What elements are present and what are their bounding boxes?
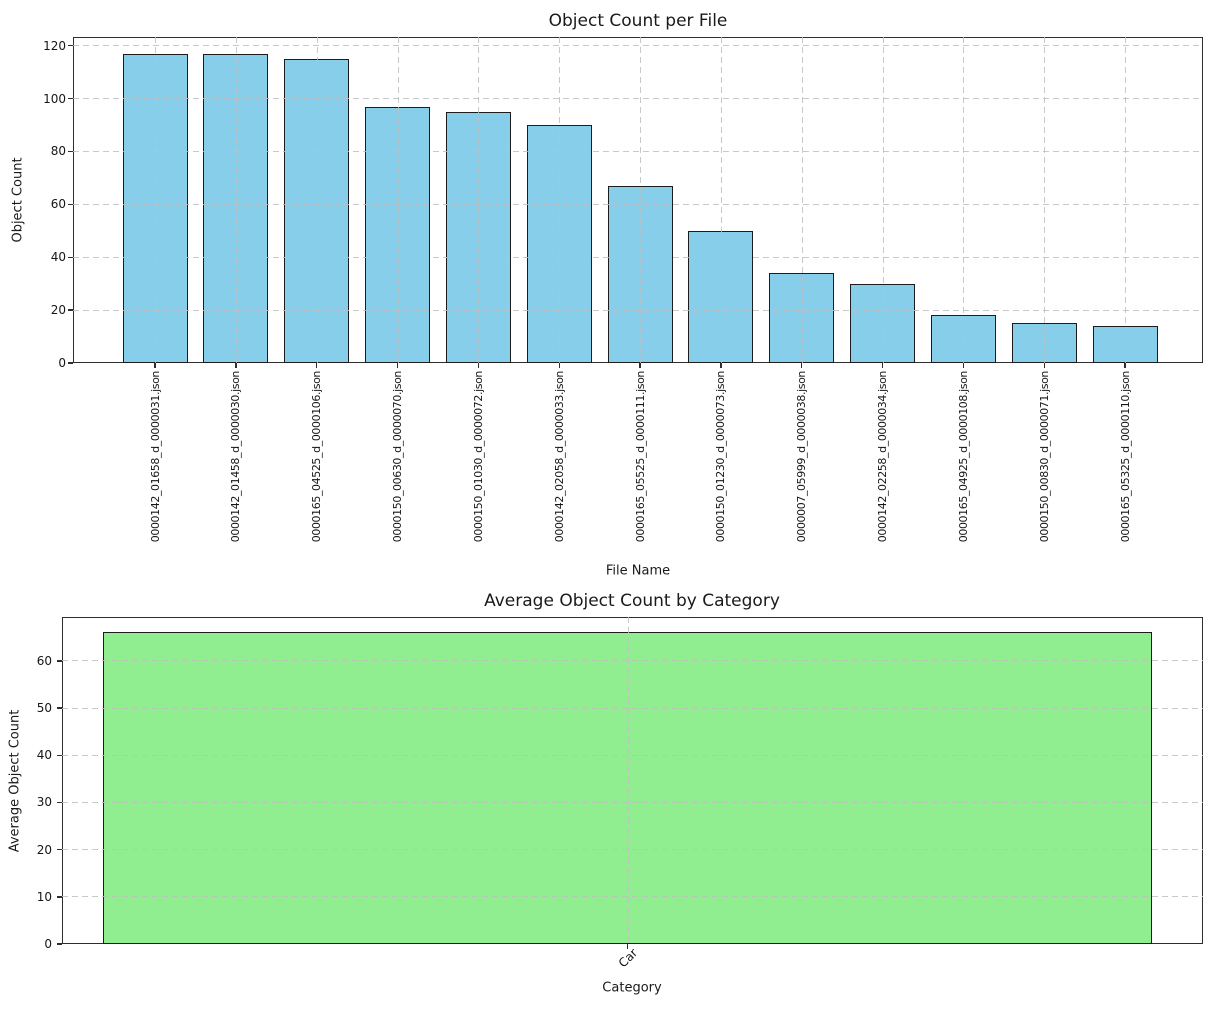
y-tick-label: 50 bbox=[36, 701, 52, 716]
x-tick-label: 0000142_02258_d_0000034.json bbox=[876, 371, 890, 543]
vertical-gridline bbox=[397, 37, 399, 363]
x-tick-label: 0000142_01458_d_0000030.json bbox=[229, 371, 243, 543]
top-chart-xlabel: File Name bbox=[605, 563, 671, 579]
y-tick-label: 60 bbox=[36, 653, 52, 668]
vertical-gridline bbox=[155, 37, 157, 363]
vertical-gridline bbox=[478, 37, 480, 363]
y-tick-label: 0 bbox=[44, 937, 52, 951]
y-tick-label: 20 bbox=[36, 842, 52, 857]
x-tick-mark bbox=[801, 363, 803, 368]
vertical-gridline bbox=[720, 37, 722, 363]
x-tick-mark bbox=[639, 363, 641, 368]
y-tick-label: 10 bbox=[36, 889, 52, 904]
x-tick-mark bbox=[720, 363, 722, 368]
x-tick-mark bbox=[154, 363, 156, 368]
y-tick-mark bbox=[68, 256, 73, 258]
y-tick-mark bbox=[57, 707, 62, 709]
vertical-gridline bbox=[882, 37, 884, 363]
horizontal-gridline bbox=[62, 801, 1203, 803]
x-tick-label: 0000165_05325_d_0000110.json bbox=[1118, 371, 1132, 543]
x-tick-mark bbox=[477, 363, 480, 368]
x-tick-label: 0000142_02058_d_0000033.json bbox=[552, 371, 566, 543]
y-tick-mark bbox=[57, 754, 62, 756]
horizontal-gridline bbox=[62, 660, 1203, 662]
top-chart-title: Object Count per File bbox=[548, 11, 728, 31]
x-tick-label: 0000142_01658_d_0000031.json bbox=[148, 371, 162, 543]
y-tick-label: 80 bbox=[50, 144, 66, 159]
x-tick-label: 0000165_04525_d_0000106.json bbox=[310, 371, 324, 543]
x-tick-mark bbox=[1124, 363, 1126, 368]
x-tick-mark bbox=[235, 363, 237, 368]
horizontal-gridline bbox=[73, 309, 1203, 311]
horizontal-gridline bbox=[73, 203, 1203, 205]
x-tick-label: 0000165_04925_d_0000108.json bbox=[956, 371, 970, 543]
y-tick-label: 0 bbox=[58, 356, 66, 370]
bottom-chart-xlabel: Category bbox=[602, 980, 662, 996]
horizontal-gridline bbox=[62, 707, 1203, 709]
y-tick-label: 120 bbox=[43, 38, 66, 53]
horizontal-gridline bbox=[73, 150, 1203, 152]
x-tick-mark bbox=[626, 944, 629, 949]
x-tick-label: 0000007_05999_d_0000038.json bbox=[795, 371, 809, 543]
x-tick-mark bbox=[962, 363, 965, 368]
x-tick-label: 0000165_05525_d_0000111.json bbox=[633, 371, 647, 543]
y-tick-mark bbox=[68, 309, 73, 311]
x-tick-label: Car bbox=[615, 945, 640, 971]
x-tick-label: 0000150_01030_d_0000072.json bbox=[471, 371, 485, 543]
y-tick-mark bbox=[57, 943, 62, 945]
x-tick-mark bbox=[881, 363, 884, 368]
vertical-gridline bbox=[640, 37, 642, 363]
y-tick-mark bbox=[57, 848, 62, 851]
y-tick-label: 40 bbox=[36, 748, 52, 763]
vertical-gridline bbox=[627, 617, 629, 944]
x-tick-label: 0000150_01230_d_0000073.json bbox=[714, 371, 728, 543]
x-tick-label: 0000150_00830_d_0000071.json bbox=[1037, 371, 1051, 543]
bottom-chart-title: Average Object Count by Category bbox=[484, 591, 780, 611]
x-tick-mark bbox=[558, 363, 560, 368]
y-tick-label: 100 bbox=[43, 91, 66, 106]
horizontal-gridline bbox=[73, 256, 1203, 258]
x-tick-mark bbox=[396, 363, 399, 368]
vertical-gridline bbox=[316, 37, 318, 363]
horizontal-gridline bbox=[73, 98, 1203, 100]
y-tick-mark bbox=[68, 45, 73, 47]
horizontal-gridline bbox=[73, 45, 1203, 47]
y-tick-label: 60 bbox=[50, 197, 66, 212]
x-tick-mark bbox=[1043, 363, 1045, 368]
bottom-chart-ylabel: Average Object Count bbox=[7, 709, 23, 853]
horizontal-gridline bbox=[62, 754, 1203, 756]
y-tick-label: 20 bbox=[50, 303, 66, 318]
vertical-gridline bbox=[559, 37, 561, 363]
vertical-gridline bbox=[963, 37, 965, 363]
y-tick-mark bbox=[57, 801, 62, 804]
y-tick-mark bbox=[57, 660, 62, 662]
horizontal-gridline bbox=[62, 896, 1203, 898]
x-tick-label: 0000150_00630_d_0000070.json bbox=[391, 371, 405, 543]
vertical-gridline bbox=[801, 37, 803, 363]
y-tick-mark bbox=[68, 97, 73, 100]
vertical-gridline bbox=[1044, 37, 1046, 363]
y-tick-mark bbox=[68, 362, 73, 364]
vertical-gridline bbox=[235, 37, 237, 363]
y-tick-label: 40 bbox=[50, 250, 66, 265]
y-tick-mark bbox=[57, 896, 62, 898]
horizontal-gridline bbox=[62, 849, 1203, 851]
y-tick-mark bbox=[68, 150, 73, 153]
y-tick-mark bbox=[68, 203, 73, 206]
x-tick-mark bbox=[316, 363, 318, 368]
vertical-gridline bbox=[1125, 37, 1127, 363]
y-tick-label: 30 bbox=[36, 795, 52, 810]
